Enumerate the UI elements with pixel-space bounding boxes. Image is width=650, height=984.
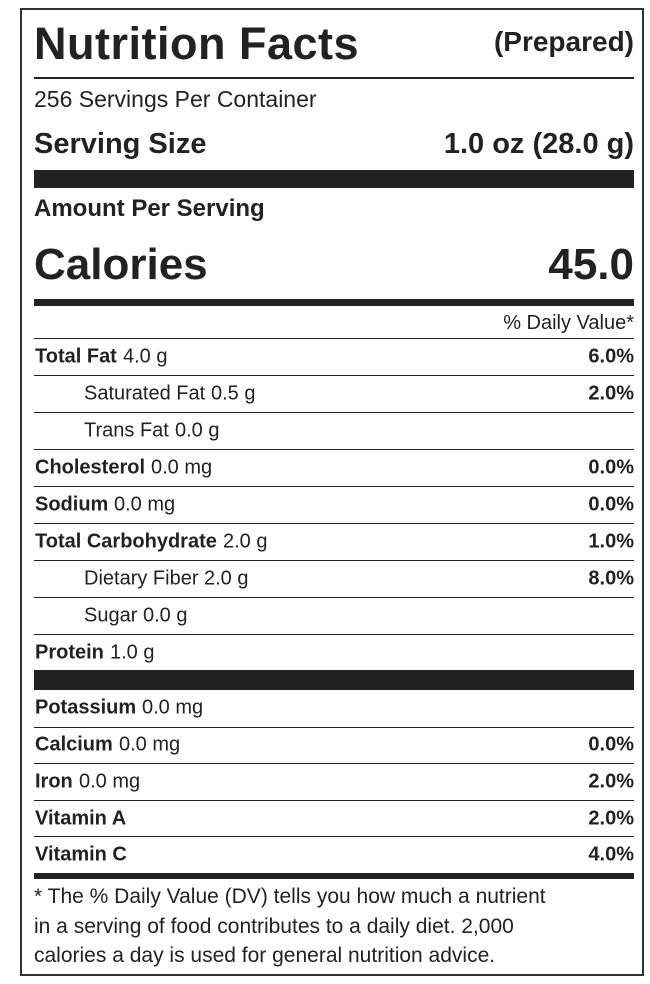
divider [34, 77, 634, 79]
daily-value: 0.0% [588, 493, 634, 516]
nutrient-row: Total Fat 4.0 g 6.0% [34, 338, 634, 375]
thick-line [34, 873, 634, 879]
nutrient-amount: 0.0 mg [114, 493, 176, 516]
amount-per-serving: Amount Per Serving [34, 195, 265, 222]
footnote-line: in a serving of food contributes to a da… [34, 914, 514, 938]
nutrient-name: Cholesterol [35, 456, 146, 479]
nutrient-amount: 2.0 g [223, 530, 268, 553]
serving-size-label: Serving Size [34, 128, 207, 160]
nutrient-name: Saturated Fat [84, 382, 206, 405]
nutrient-name: Calcium [35, 733, 113, 756]
daily-value: 8.0% [588, 567, 634, 590]
calories: 45.0 [548, 240, 634, 289]
serving-size: 1.0 oz (28.0 g) [443, 128, 634, 160]
nutrient-amount: 1.0 g [110, 641, 155, 664]
nutrient-name: Dietary Fiber [84, 567, 199, 590]
nutrient-row: Protein 1.0 g [34, 634, 634, 671]
footnote-line: * The % Daily Value (DV) tells you how m… [34, 885, 546, 908]
nutrient-row: Cholesterol 0.0 mg 0.0% [34, 449, 634, 486]
nutrient-amount: 0.0 mg [79, 770, 141, 793]
nutrient-row: Total Carbohydrate 2.0 g 1.0% [34, 523, 634, 560]
daily-value: 2.0% [588, 770, 634, 793]
nutrient-row: Iron 0.0 mg 2.0% [34, 763, 634, 800]
nutrient-name: Sugar [84, 604, 138, 627]
nutrient-row: Calcium 0.0 mg 0.0% [34, 726, 634, 764]
daily-value: 0.0% [588, 733, 634, 756]
nutrient-amount: 2.0 g [204, 567, 249, 590]
nutrient-row: Saturated Fat 0.5 g 2.0% [34, 375, 634, 412]
nutrient-amount: 0.5 g [211, 382, 256, 405]
footnote-line: calories a day is used for general nutri… [34, 944, 496, 967]
daily-value: 1.0% [588, 530, 634, 553]
calories-label: Calories [34, 240, 208, 289]
nutrient-row: Sugar 0.0 g [34, 597, 634, 634]
daily-value: 0.0% [588, 456, 634, 479]
nutrient-row: Sodium 0.0 mg 0.0% [34, 486, 634, 523]
nutrient-amount: 0.0 g [143, 604, 188, 627]
daily-value: 2.0% [588, 807, 634, 830]
daily-value: 2.0% [588, 382, 634, 405]
nutrient-name: Trans Fat [84, 419, 169, 442]
nutrient-amount: 0.0 g [175, 419, 220, 442]
nutrient-amount: 0.0 mg [142, 696, 204, 719]
nutrient-row: Dietary Fiber 2.0 g 8.0% [34, 560, 634, 597]
nutrient-name: Vitamin A [35, 807, 127, 830]
nutrient-row: Vitamin C 4.0% [34, 836, 634, 873]
label-border [20, 8, 644, 976]
thick-bar [34, 670, 634, 690]
servings: 256 Servings Per Container [34, 86, 317, 112]
subtitle: (Prepared) [493, 26, 634, 57]
daily-value: 6.0% [588, 345, 634, 368]
nutrient-name: Total Carbohydrate [35, 530, 217, 553]
nutrient-row: Vitamin A 2.0% [34, 799, 634, 837]
nutrient-row: Potassium 0.0 mg [34, 690, 634, 727]
footnote: * The % Daily Value (DV) tells you how m… [34, 882, 546, 971]
thick-bar [34, 170, 634, 188]
daily-value-heading: % Daily Value* [503, 312, 634, 334]
nutrient-amount: 0.0 mg [151, 456, 213, 479]
thick-line [34, 299, 634, 306]
nutrient-name: Iron [35, 770, 73, 793]
nutrient-name: Sodium [35, 493, 109, 516]
nutrient-name: Vitamin C [35, 843, 127, 866]
nutrient-name: Potassium [35, 696, 137, 719]
nutrient-amount: 0.0 mg [119, 733, 181, 756]
nutrient-name: Total Fat [35, 345, 117, 368]
nutrient-row: Trans Fat 0.0 g [34, 412, 634, 449]
daily-value: 4.0% [588, 843, 634, 866]
nutrient-name: Protein [35, 641, 104, 664]
title: Nutrition Facts [34, 18, 360, 69]
nutrient-amount: 4.0 g [123, 345, 168, 368]
